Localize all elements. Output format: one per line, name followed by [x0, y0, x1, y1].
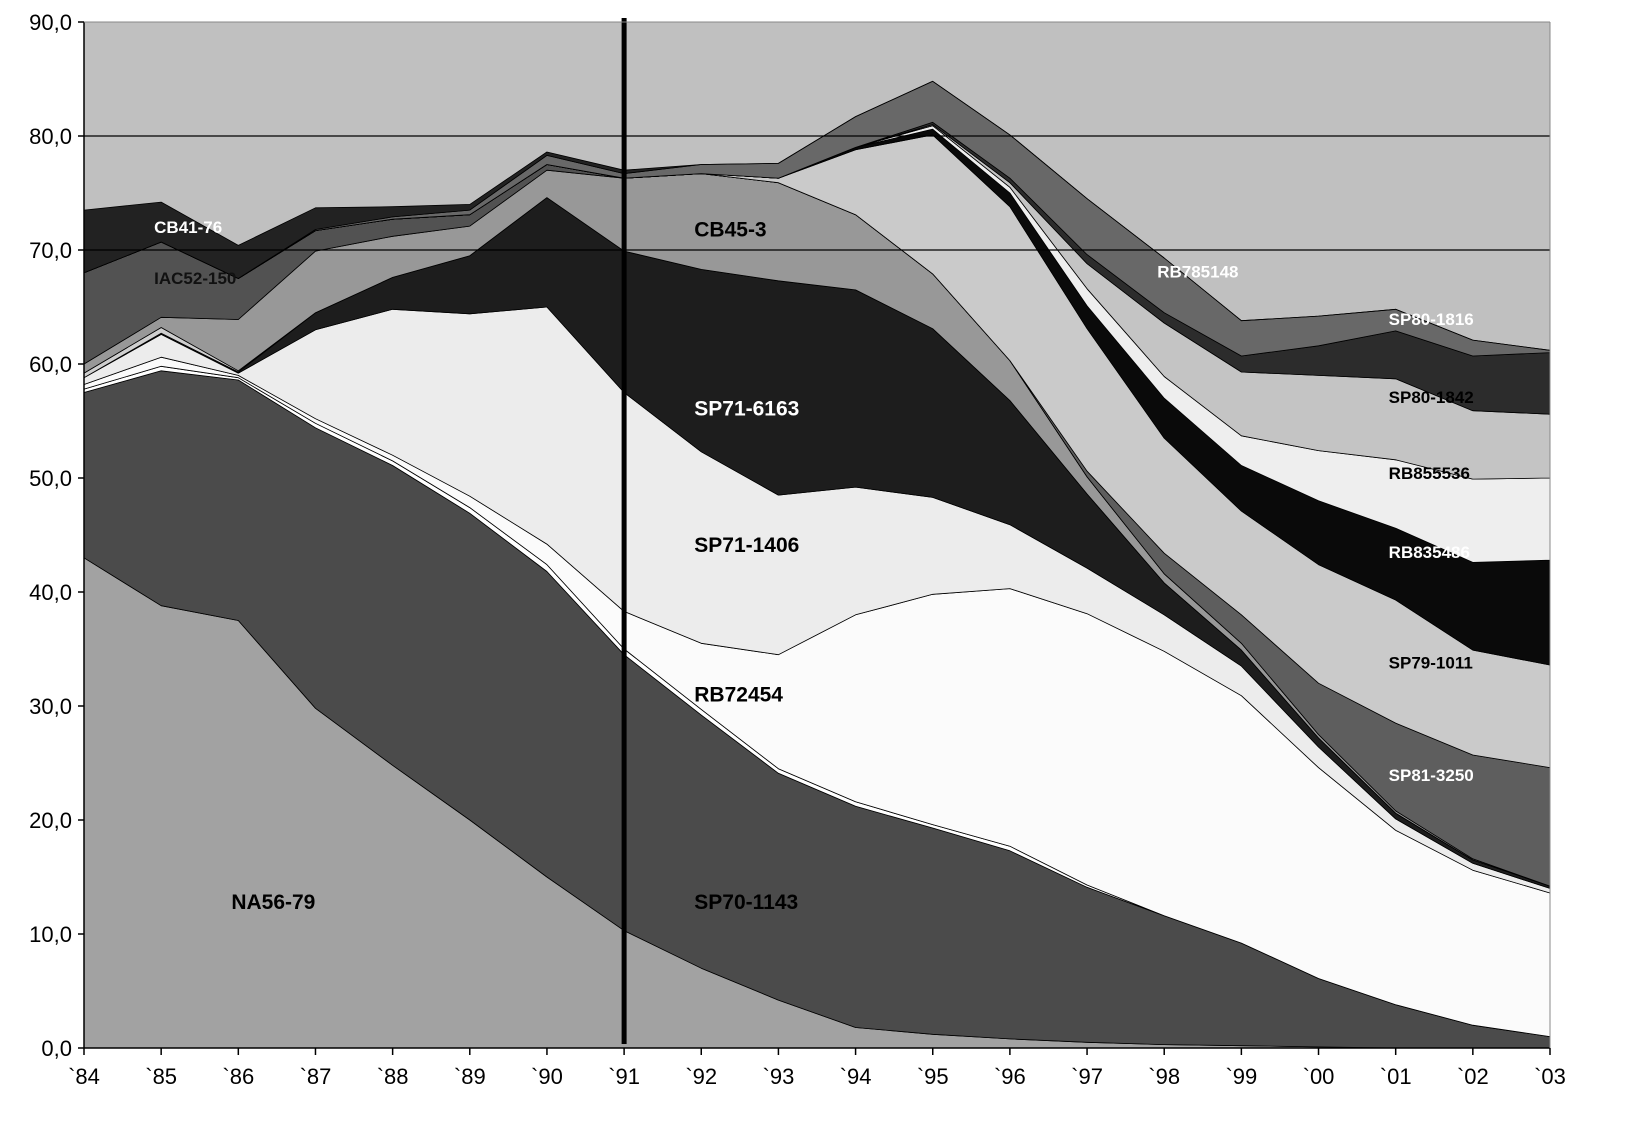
series-label-cb45-3: CB45-3 — [694, 218, 766, 241]
series-label-sp70-1143: SP70-1143 — [694, 891, 798, 914]
y-tick-label: 0,0 — [41, 1036, 72, 1061]
x-tick-label: `94 — [840, 1064, 872, 1089]
series-label-sp81-3250: SP81-3250 — [1389, 766, 1474, 785]
y-tick-label: 80,0 — [29, 124, 72, 149]
x-tick-label: `99 — [1225, 1064, 1257, 1089]
x-tick-label: `92 — [685, 1064, 717, 1089]
gridlines — [84, 135, 1550, 251]
y-tick-label: 20,0 — [29, 808, 72, 833]
x-tick-label: `87 — [300, 1064, 332, 1089]
x-tick-label: `86 — [222, 1064, 254, 1089]
series-labels: CB41-76 IAC52-150 CB45-3 RB785148 SP80-1816 S… — [154, 218, 1474, 914]
series-label-sp71-1406: SP71-1406 — [694, 534, 799, 557]
x-tick-label: `93 — [763, 1064, 795, 1089]
x-tick-label: `98 — [1148, 1064, 1180, 1089]
x-tick-label: `84 — [68, 1064, 100, 1089]
x-tick-label: `97 — [1071, 1064, 1103, 1089]
x-tick-label: `95 — [917, 1064, 949, 1089]
series-label-sp71-6163: SP71-6163 — [694, 397, 799, 420]
y-tick-label: 70,0 — [29, 238, 72, 263]
y-tick-label: 40,0 — [29, 580, 72, 605]
y-tick-label: 90,0 — [29, 10, 72, 35]
x-tick-label: `96 — [994, 1064, 1026, 1089]
x-tick-label: `02 — [1457, 1064, 1489, 1089]
x-tick-label: `88 — [377, 1064, 409, 1089]
y-tick-label: 60,0 — [29, 352, 72, 377]
series-label-rb855536: RB855536 — [1389, 464, 1470, 483]
area-cb41-76 — [83, 80, 1551, 351]
series-label-iac52-150: IAC52-150 — [154, 269, 236, 288]
y-tick-label: 10,0 — [29, 922, 72, 947]
series-label-sp80-1842: SP80-1842 — [1389, 388, 1474, 407]
y-tick-label: 50,0 — [29, 466, 72, 491]
x-tick-label: `89 — [454, 1064, 486, 1089]
series-label-sp80-1816: SP80-1816 — [1389, 310, 1474, 329]
series-label-sp79-1011: SP79-1011 — [1389, 653, 1473, 672]
x-axis-tick-labels: `84 `85 `86 `87 `88 `89 `90 `91 `92 `93 `94 `95 `96 `… — [68, 1064, 1566, 1089]
x-tick-label: `01 — [1380, 1064, 1412, 1089]
y-axis-tick-labels: 0,0 10,0 20,0 30,0 40,0 50,0 60,0 70,0 80,0 90,0 — [29, 10, 72, 1061]
x-tick-label: `03 — [1534, 1064, 1566, 1089]
x-tick-label: `91 — [608, 1064, 640, 1089]
y-tick-label: 30,0 — [29, 694, 72, 719]
series-label-rb785148: RB785148 — [1157, 262, 1238, 281]
x-tick-label: `85 — [145, 1064, 177, 1089]
x-tick-label: `90 — [531, 1064, 563, 1089]
series-label-na56-79: NA56-79 — [231, 891, 315, 914]
series-label-cb41-76: CB41-76 — [154, 218, 222, 237]
axes — [78, 21, 1551, 1055]
series-label-rb835486: RB835486 — [1389, 543, 1470, 562]
x-tick-label: `00 — [1303, 1064, 1335, 1089]
series-label-rb72454: RB72454 — [694, 683, 783, 706]
